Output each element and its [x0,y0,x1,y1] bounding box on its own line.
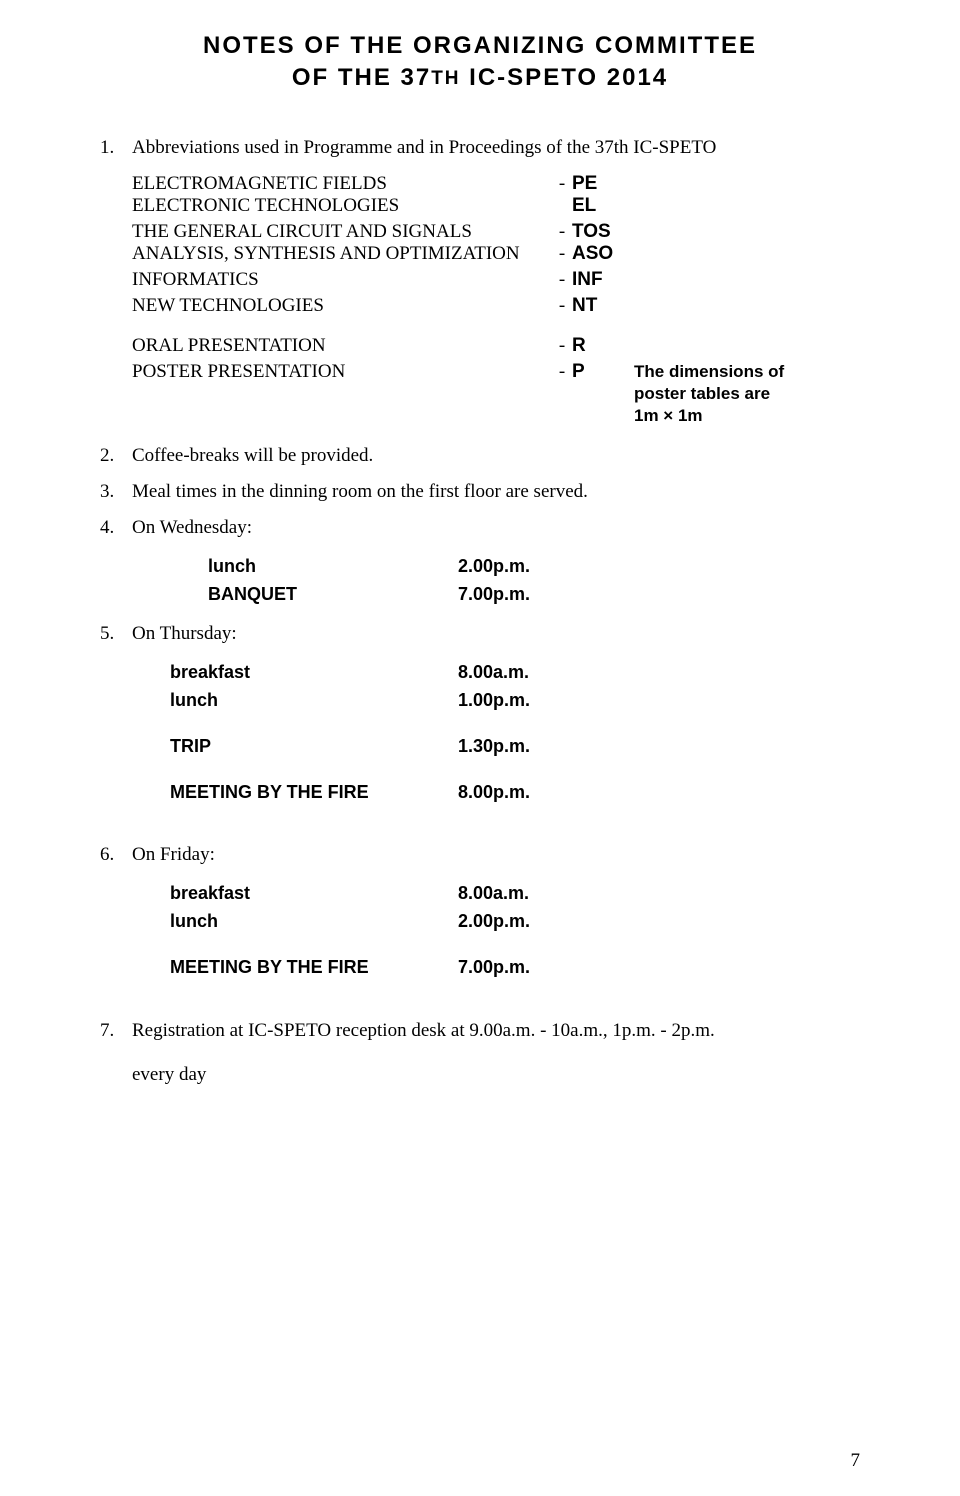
abbr-row-3-code: INF [572,269,634,291]
friday-schedule: breakfast8.00a.m. lunch2.00p.m. MEETING … [170,880,860,982]
title-line-2-pre: OF THE 37 [292,64,431,91]
thursday-schedule: breakfast8.00a.m. lunch1.00p.m. TRIP1.30… [170,659,860,807]
thu-lunch-label: lunch [170,687,458,715]
item-6-num: 6. [100,844,132,866]
thu-fire-time: 8.00p.m. [458,779,530,807]
abbr-row-2-code: TOS ASO [572,221,634,265]
item-6: 6. On Friday: [100,844,860,866]
item-2: 2. Coffee-breaks will be provided. [100,445,860,467]
wed-banquet-label: BANQUET [208,581,458,609]
wed-banquet-time: 7.00p.m. [458,581,530,609]
thu-fire-label: MEETING BY THE FIRE [170,779,458,807]
item-3: 3. Meal times in the dinning room on the… [100,481,860,503]
item-1-text: Abbreviations used in Programme and in P… [132,137,860,159]
item-1: 1. Abbreviations used in Programme and i… [100,137,860,159]
abbr-row-2-dash: - - [552,221,572,265]
thu-breakfast-label: breakfast [170,659,458,687]
presentation-table: ORAL PRESENTATION - R POSTER PRESENTATIO… [132,335,860,427]
thu-row-fire: MEETING BY THE FIRE8.00p.m. [170,779,860,807]
thu-trip-time: 1.30p.m. [458,733,530,761]
wed-row-lunch: lunch2.00p.m. [208,553,860,581]
abbreviations-table: ELECTROMAGNETIC FIELDS ELECTRONIC TECHNO… [132,173,860,317]
thu-lunch-time: 1.00p.m. [458,687,530,715]
abbr-row-1-code: PE EL [572,173,634,217]
fri-breakfast-label: breakfast [170,880,458,908]
abbr-row-1-label: ELECTROMAGNETIC FIELDS ELECTRONIC TECHNO… [132,173,552,217]
abbr-row-4-dash: - [552,295,572,317]
item-3-text: Meal times in the dinning room on the fi… [132,481,860,503]
fri-lunch-time: 2.00p.m. [458,908,530,936]
wednesday-schedule: lunch2.00p.m. BANQUET7.00p.m. [208,553,860,609]
fri-fire-time: 7.00p.m. [458,954,530,982]
item-5: 5. On Thursday: [100,623,860,645]
pres-row-2-label: POSTER PRESENTATION [132,361,552,383]
thu-row-lunch: lunch1.00p.m. [170,687,860,715]
abbr-row-4-label: NEW TECHNOLOGIES [132,295,552,317]
title-line-1: NOTES OF THE ORGANIZING COMMITTEE [100,30,860,62]
pres-row-2-code: P [572,361,634,383]
fri-row-fire: MEETING BY THE FIRE7.00p.m. [170,954,860,982]
fri-row-lunch: lunch2.00p.m. [170,908,860,936]
pres-row-1-code: R [572,335,634,357]
item-2-text: Coffee-breaks will be provided. [132,445,860,467]
item-5-num: 5. [100,623,132,645]
fri-breakfast-time: 8.00a.m. [458,880,529,908]
item-3-num: 3. [100,481,132,503]
abbr-row-3-label: INFORMATICS [132,269,552,291]
poster-dimensions-note: The dimensions of poster tables are 1m ×… [634,361,860,427]
title-line-2-ord: TH [431,68,460,89]
item-2-num: 2. [100,445,132,467]
title-line-2: OF THE 37TH IC-SPETO 2014 [100,62,860,94]
item-7-line1: Registration at IC-SPETO reception desk … [132,1020,715,1041]
title-line-2-post: IC-SPETO 2014 [461,64,669,91]
item-4-text: On Wednesday: [132,517,860,539]
item-7: 7. Registration at IC-SPETO reception de… [100,1020,860,1086]
thu-breakfast-time: 8.00a.m. [458,659,529,687]
abbr-row-1-dash: - [552,173,572,195]
pres-row-1-label: ORAL PRESENTATION [132,335,552,357]
abbr-row-3-dash: - [552,269,572,291]
item-5-text: On Thursday: [132,623,860,645]
fri-row-breakfast: breakfast8.00a.m. [170,880,860,908]
abbr-row-2-label: THE GENERAL CIRCUIT AND SIGNALS ANALYSIS… [132,221,552,265]
abbr-row-4-code: NT [572,295,634,317]
item-7-everyday: every day [132,1064,206,1085]
wed-row-banquet: BANQUET7.00p.m. [208,581,860,609]
item-6-text: On Friday: [132,844,860,866]
item-7-num: 7. [100,1020,132,1086]
item-1-num: 1. [100,137,132,159]
item-7-text: Registration at IC-SPETO reception desk … [132,1020,860,1086]
wed-lunch-label: lunch [208,553,458,581]
title-block: NOTES OF THE ORGANIZING COMMITTEE OF THE… [100,30,860,95]
pres-row-1-dash: - [552,335,572,357]
item-4: 4. On Wednesday: [100,517,860,539]
item-4-num: 4. [100,517,132,539]
pres-row-2-dash: - [552,361,572,383]
fri-lunch-label: lunch [170,908,458,936]
thu-row-trip: TRIP1.30p.m. [170,733,860,761]
fri-fire-label: MEETING BY THE FIRE [170,954,458,982]
page-number: 7 [851,1450,861,1472]
thu-trip-label: TRIP [170,733,458,761]
thu-row-breakfast: breakfast8.00a.m. [170,659,860,687]
wed-lunch-time: 2.00p.m. [458,553,530,581]
